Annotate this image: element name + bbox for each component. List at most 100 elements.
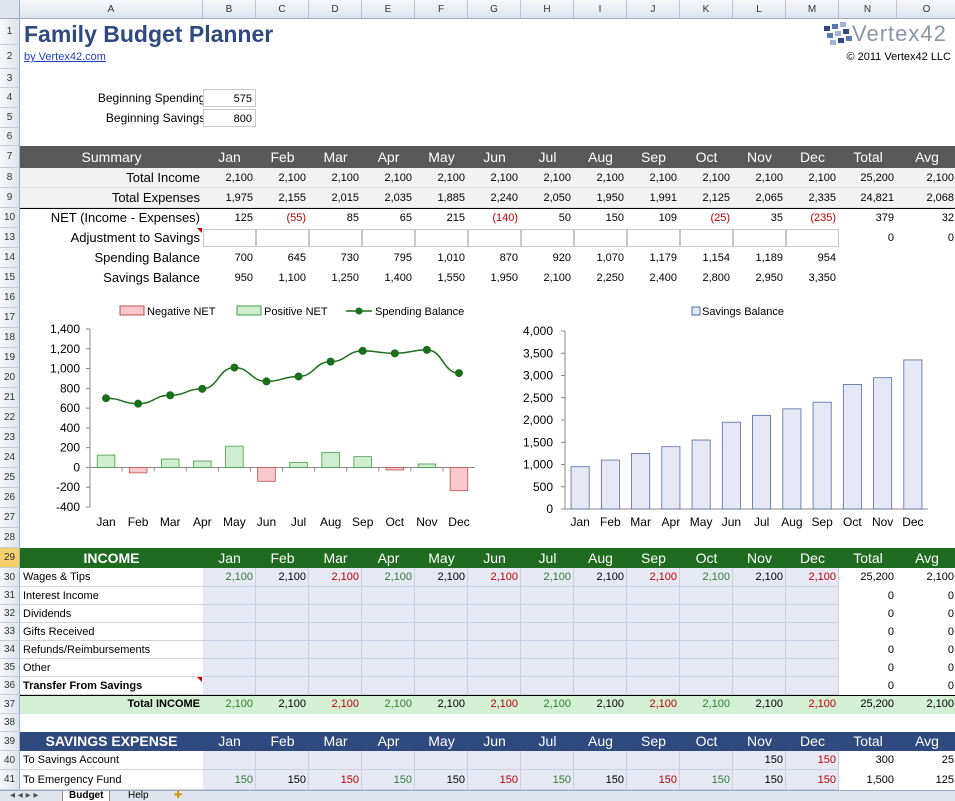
savings-input-cell[interactable] [680, 751, 733, 770]
income-input-cell[interactable] [574, 659, 627, 677]
income-input-cell[interactable] [256, 641, 309, 659]
income-input-cell[interactable] [627, 641, 680, 659]
income-input-cell[interactable] [786, 677, 839, 695]
income-input-cell[interactable] [680, 568, 733, 587]
income-input-cell[interactable] [415, 659, 468, 677]
income-input-cell[interactable] [415, 587, 468, 605]
savings-input-cell[interactable] [574, 770, 627, 790]
adjustment-input[interactable] [627, 229, 680, 247]
income-input-cell[interactable] [521, 587, 574, 605]
column-header[interactable]: E [362, 0, 415, 19]
savings-input-cell[interactable] [627, 751, 680, 770]
income-input-cell[interactable] [786, 623, 839, 641]
row-header[interactable]: 2 [0, 45, 20, 69]
tab-scroll-arrows-icon[interactable]: ◂ ◂ ▸ ▸ [10, 790, 39, 801]
savings-input-cell[interactable] [415, 770, 468, 790]
income-input-cell[interactable] [309, 568, 362, 587]
income-input-cell[interactable] [574, 623, 627, 641]
row-header[interactable]: 19 [0, 348, 20, 368]
income-input-cell[interactable] [733, 587, 786, 605]
income-input-cell[interactable] [680, 623, 733, 641]
income-input-cell[interactable] [309, 677, 362, 695]
income-input-cell[interactable] [468, 659, 521, 677]
adjustment-input[interactable] [574, 229, 627, 247]
income-input-cell[interactable] [309, 641, 362, 659]
adjustment-input[interactable] [468, 229, 521, 247]
row-header[interactable]: 24 [0, 448, 20, 468]
income-input-cell[interactable] [203, 623, 256, 641]
column-header[interactable]: N [839, 0, 897, 19]
row-header[interactable]: 33 [0, 623, 20, 641]
income-input-cell[interactable] [574, 605, 627, 623]
income-input-cell[interactable] [521, 659, 574, 677]
adjustment-input[interactable] [256, 229, 309, 247]
income-input-cell[interactable] [309, 587, 362, 605]
income-input-cell[interactable] [521, 623, 574, 641]
income-input-cell[interactable] [521, 641, 574, 659]
income-input-cell[interactable] [309, 605, 362, 623]
income-input-cell[interactable] [627, 623, 680, 641]
income-input-cell[interactable] [786, 659, 839, 677]
adjustment-input[interactable] [415, 229, 468, 247]
income-input-cell[interactable] [362, 623, 415, 641]
column-header[interactable]: A [20, 0, 203, 19]
income-input-cell[interactable] [203, 587, 256, 605]
income-input-cell[interactable] [521, 568, 574, 587]
row-header[interactable]: 10 [0, 208, 20, 228]
savings-input-cell[interactable] [415, 751, 468, 770]
income-input-cell[interactable] [786, 605, 839, 623]
row-header[interactable]: 25 [0, 468, 20, 488]
row-header[interactable]: 4 [0, 88, 20, 108]
income-input-cell[interactable] [468, 605, 521, 623]
income-input-cell[interactable] [362, 605, 415, 623]
row-header[interactable]: 36 [0, 677, 20, 695]
row-header[interactable]: 5 [0, 108, 20, 128]
income-input-cell[interactable] [574, 641, 627, 659]
savings-input-cell[interactable] [680, 770, 733, 790]
row-header[interactable]: 41 [0, 770, 20, 790]
income-input-cell[interactable] [733, 568, 786, 587]
column-header[interactable]: B [203, 0, 256, 19]
income-input-cell[interactable] [680, 677, 733, 695]
vertex42-link[interactable]: by Vertex42.com [24, 51, 106, 63]
select-all-corner[interactable] [0, 0, 20, 19]
row-header[interactable]: 38 [0, 714, 20, 732]
savings-input-cell[interactable] [733, 770, 786, 790]
savings-input-cell[interactable] [468, 751, 521, 770]
income-input-cell[interactable] [733, 659, 786, 677]
income-input-cell[interactable] [362, 641, 415, 659]
income-input-cell[interactable] [415, 677, 468, 695]
income-input-cell[interactable] [786, 587, 839, 605]
income-input-cell[interactable] [415, 641, 468, 659]
income-input-cell[interactable] [680, 605, 733, 623]
income-input-cell[interactable] [203, 605, 256, 623]
savings-input-cell[interactable] [733, 751, 786, 770]
income-input-cell[interactable] [733, 623, 786, 641]
column-header[interactable]: D [309, 0, 362, 19]
row-header[interactable]: 14 [0, 248, 20, 268]
income-input-cell[interactable] [574, 568, 627, 587]
income-input-cell[interactable] [733, 605, 786, 623]
income-input-cell[interactable] [627, 587, 680, 605]
income-input-cell[interactable] [362, 677, 415, 695]
income-input-cell[interactable] [521, 677, 574, 695]
tab-budget[interactable]: Budget [62, 791, 111, 801]
income-input-cell[interactable] [203, 659, 256, 677]
row-header[interactable]: 37 [0, 695, 20, 714]
column-header[interactable]: L [733, 0, 786, 19]
savings-input-cell[interactable] [256, 751, 309, 770]
income-input-cell[interactable] [256, 677, 309, 695]
column-header[interactable]: M [786, 0, 839, 19]
income-input-cell[interactable] [309, 623, 362, 641]
income-input-cell[interactable] [468, 677, 521, 695]
income-input-cell[interactable] [415, 623, 468, 641]
income-input-cell[interactable] [362, 659, 415, 677]
income-input-cell[interactable] [521, 605, 574, 623]
savings-input-cell[interactable] [468, 770, 521, 790]
adjustment-input[interactable] [203, 229, 256, 247]
row-header[interactable]: 40 [0, 751, 20, 770]
row-header[interactable]: 31 [0, 587, 20, 605]
savings-input-cell[interactable] [786, 751, 839, 770]
beginning-savings-input[interactable]: 800 [203, 109, 256, 127]
